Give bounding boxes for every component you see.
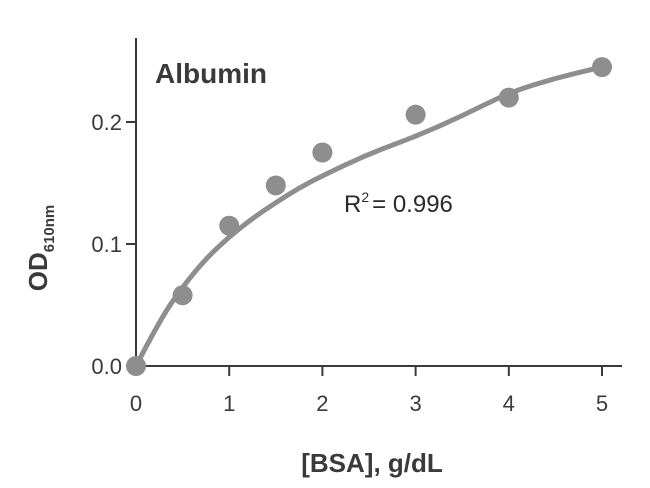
data-point xyxy=(219,215,240,236)
y-tick-label: 0.1 xyxy=(91,232,122,257)
data-point xyxy=(498,87,519,108)
y-tick-label: 0.2 xyxy=(91,110,122,135)
r-squared-value: = 0.996 xyxy=(372,191,453,218)
data-point xyxy=(265,175,286,196)
x-tick-label: 0 xyxy=(130,391,142,416)
fit-curve-group xyxy=(133,64,605,369)
fit-curve xyxy=(133,64,605,369)
data-point xyxy=(592,57,612,78)
x-axis-title: [BSA], g/dL xyxy=(301,448,443,478)
x-tick-label: 1 xyxy=(223,391,235,416)
y-tick-label: 0.0 xyxy=(91,354,122,379)
x-tick-label: 3 xyxy=(409,391,421,416)
data-point xyxy=(312,142,333,163)
y-axis-title-main: OD xyxy=(23,252,53,291)
data-point xyxy=(126,356,146,376)
axes xyxy=(135,38,622,367)
x-tick-label: 5 xyxy=(596,391,608,416)
x-tick-label: 4 xyxy=(503,391,515,416)
chart-title: Albumin xyxy=(155,58,267,89)
r-squared-annotation: R2 = 0.996 xyxy=(344,189,453,218)
r-squared-label: R xyxy=(344,191,361,218)
x-ticks: 0 1 2 3 4 5 xyxy=(130,366,608,416)
x-tick-label: 2 xyxy=(316,391,328,416)
data-point xyxy=(405,104,426,125)
y-axis-title-sub: 610nm xyxy=(41,205,58,253)
y-axis-title: OD610nm xyxy=(23,205,58,292)
data-point xyxy=(172,285,193,306)
r-squared-exponent: 2 xyxy=(361,189,369,205)
data-points xyxy=(126,57,612,376)
y-ticks: 0.0 0.1 0.2 xyxy=(91,110,136,379)
